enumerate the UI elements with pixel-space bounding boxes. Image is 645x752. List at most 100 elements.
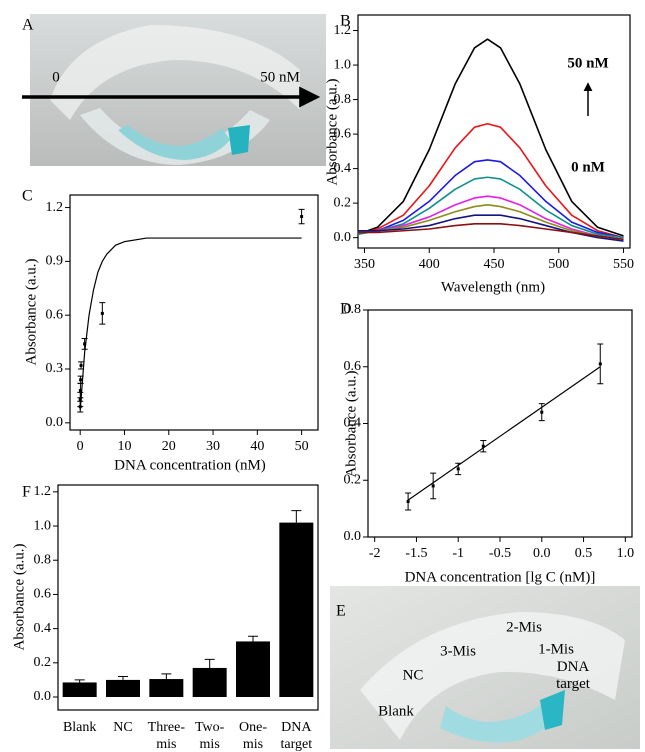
y-tick-label: 0.3 — [46, 361, 64, 376]
x-tick-label: 0 — [77, 439, 84, 454]
tubes — [80, 108, 270, 165]
error-bar — [291, 510, 302, 523]
y-axis-label: Absorbance (a.u.) — [11, 543, 27, 650]
y-axis-label: Absorbance (a.u.) — [343, 370, 359, 477]
error-bar — [118, 675, 128, 680]
photo-text: DNA target — [556, 659, 591, 692]
x-tick-label: 20 — [162, 439, 176, 454]
x-tick-label: Three-mis — [148, 720, 186, 752]
x-tick-label: 0.0 — [533, 546, 551, 561]
x-tick-label: -0.5 — [489, 546, 511, 561]
x-axis-label: DNA concentration (nM) — [114, 457, 266, 473]
photo-text: 2-Mis — [506, 619, 542, 635]
y-tick-label: 0.0 — [46, 415, 64, 430]
blue-solution — [118, 125, 230, 160]
photo-e: E Blank NC 3-Mis 2-Mis 1-Mis DNA target — [330, 586, 640, 749]
plot-frame — [69, 194, 319, 431]
bar — [236, 641, 270, 698]
y-tick-label: 0.2 — [334, 195, 352, 210]
x-tick-label: 450 — [484, 257, 505, 272]
x-tick-label: 550 — [613, 257, 634, 272]
photo-text: 0 — [52, 69, 60, 85]
y-axis-label: Absorbance (a.u.) — [23, 258, 39, 365]
y-tick-label: 1.2 — [334, 23, 352, 38]
annotation: 0 nM — [571, 159, 605, 175]
x-tick-label: One-mis — [239, 720, 267, 752]
fit-line — [79, 237, 302, 411]
photo-a: A 0 50 nM — [22, 14, 326, 166]
y-tick-label: 0.0 — [34, 689, 52, 704]
panel-label: A — [22, 17, 34, 34]
blue-solution — [440, 700, 555, 743]
y-tick-label: 1.2 — [46, 200, 64, 215]
x-tick-label: -1 — [452, 546, 464, 561]
data-point — [79, 378, 83, 382]
blue-solution-dark — [228, 125, 250, 155]
blue-solution-dark — [540, 690, 565, 730]
error-bar — [204, 658, 215, 668]
tube-caps — [50, 25, 300, 120]
x-tick-label: NC — [113, 720, 132, 735]
y-tick-label: 0.6 — [46, 307, 64, 322]
plot-frame — [357, 14, 631, 249]
photo-text: 1-Mis — [538, 641, 574, 657]
y-tick-label: 0.6 — [34, 587, 52, 602]
error-bar — [248, 635, 258, 642]
data-point — [100, 311, 104, 315]
spectrum-line — [358, 223, 624, 241]
data-point — [79, 363, 83, 367]
data-point — [78, 389, 82, 393]
y-tick-label: 1.2 — [34, 484, 52, 499]
y-tick-label: 0.8 — [344, 302, 362, 317]
x-tick-label: 10 — [117, 439, 131, 454]
bar — [149, 679, 184, 698]
photo-text: 3-Mis — [440, 643, 476, 659]
y-axis-label: Absorbance (a.u.) — [324, 78, 340, 185]
x-tick-label: 50 — [295, 439, 309, 454]
tubes — [360, 612, 625, 740]
data-point — [540, 410, 544, 414]
spectrum-line — [357, 195, 624, 241]
chart-c: C 0.0 0.3 0.6 0.9 1.2 0 10 20 30 40 50 DNA concentra… — [22, 188, 319, 473]
x-tick-label: 350 — [354, 257, 375, 272]
y-tick-label: 0.8 — [334, 92, 352, 107]
x-tick-label: -1.5 — [405, 546, 427, 561]
panel-label: D — [340, 301, 352, 318]
x-tick-label: -2 — [369, 546, 381, 561]
x-tick-label: 400 — [419, 257, 440, 272]
chart-f: F 0.0 0.2 0.4 0.6 0.8 1.0 1.2 Absorbance (a.u.) B… — [11, 484, 319, 752]
y-tick-label: 0.6 — [344, 359, 362, 374]
y-tick-label: 0.2 — [34, 655, 52, 670]
y-tick-label: 1.0 — [334, 57, 352, 72]
data-point — [78, 398, 82, 402]
bar — [279, 522, 314, 698]
spectrum-line — [357, 176, 624, 239]
y-tick-label: 1.0 — [34, 518, 52, 533]
x-tick-label: 1.0 — [617, 546, 635, 561]
fit-line — [407, 366, 601, 501]
x-axis-label: Wavelength (nm) — [441, 279, 545, 295]
plot-frame — [57, 484, 319, 711]
error-bar — [74, 679, 85, 683]
x-tick-label: 30 — [206, 439, 220, 454]
x-tick-label: 500 — [548, 257, 569, 272]
bar — [192, 667, 227, 698]
y-tick-label: 0.0 — [344, 529, 362, 544]
y-tick-label: 0.2 — [344, 472, 362, 487]
data-point — [300, 215, 304, 219]
photo-text: 50 nM — [260, 69, 300, 85]
x-tick-label: 40 — [250, 439, 264, 454]
error-bar — [161, 673, 172, 680]
x-tick-label: DNA target — [281, 720, 313, 752]
data-point — [598, 362, 602, 366]
y-tick-label: 0.9 — [46, 254, 64, 269]
photo-text: NC — [403, 667, 424, 683]
chart-b: B 0.0 0.2 0.4 0.6 0.8 1.0 1.2 350 400 450 500 550 Wav… — [324, 13, 634, 296]
bar — [62, 682, 97, 698]
data-point — [406, 500, 410, 504]
x-tick-label: Two-mis — [195, 720, 225, 752]
y-tick-label: 0.4 — [334, 161, 352, 176]
bar — [106, 679, 140, 698]
annotation: 50 nM — [567, 55, 608, 71]
